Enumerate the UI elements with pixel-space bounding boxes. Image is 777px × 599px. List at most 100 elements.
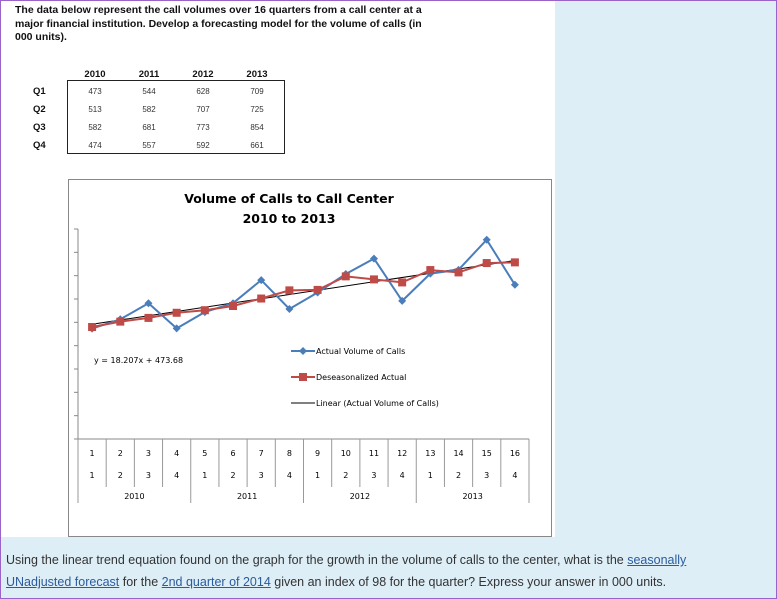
- x-quarter-label: 1: [202, 471, 207, 480]
- chart-subtitle: 2010 to 2013: [243, 211, 336, 226]
- deseasonalized-point: [510, 258, 519, 267]
- table-cell: 582: [88, 123, 102, 132]
- row-label-q3: Q3: [33, 122, 46, 133]
- x-index-label: 13: [425, 449, 435, 458]
- deseasonalized-point: [369, 275, 378, 284]
- x-index-label: 6: [230, 449, 235, 458]
- actual-point: [398, 296, 407, 305]
- deseasonalized-point: [482, 259, 491, 268]
- x-index-label: 15: [482, 449, 492, 458]
- actual-point: [482, 235, 491, 244]
- x-quarter-label: 3: [484, 471, 489, 480]
- table-cell: 854: [250, 123, 264, 132]
- actual-point: [369, 254, 378, 263]
- deseasonalized-series-line: [91, 261, 515, 328]
- x-quarter-label: 4: [400, 471, 405, 480]
- deseasonalized-point: [257, 294, 266, 303]
- intro-text: The data below represent the call volume…: [15, 4, 422, 43]
- x-index-label: 2: [118, 449, 123, 458]
- x-quarter-label: 2: [456, 471, 461, 480]
- table-cell: 474: [88, 141, 102, 150]
- legend-actual-marker: [299, 347, 307, 355]
- table-cell: 628: [196, 87, 210, 96]
- chart-title: Volume of Calls to Call Center: [184, 191, 394, 206]
- table-cell: 725: [250, 105, 264, 114]
- deseasonalized-point: [144, 313, 153, 322]
- x-quarter-label: 4: [287, 471, 292, 480]
- line-chart: Volume of Calls to Call Center 2010 to 20…: [74, 191, 530, 503]
- table-cell: 773: [196, 123, 210, 132]
- x-index-label: 7: [259, 449, 264, 458]
- actual-series-line: [91, 238, 516, 330]
- x-year-label: 2013: [462, 492, 482, 501]
- deseasonalized-point: [116, 317, 125, 326]
- table-cell: 557: [142, 141, 156, 150]
- seasonally-unadjusted-forecast-link[interactable]: seasonally UNadjusted forecast: [6, 553, 687, 589]
- x-index-label: 11: [369, 449, 379, 458]
- x-index-label: 14: [453, 449, 463, 458]
- question-text: Using the linear trend equation found on…: [6, 549, 746, 593]
- deseasonalized-point: [200, 306, 209, 315]
- deseasonalized-point: [88, 323, 97, 331]
- actual-point: [144, 299, 153, 308]
- col-header-2011: 2011: [138, 69, 160, 80]
- x-index-label: 10: [341, 449, 351, 458]
- table-cell: 513: [88, 105, 102, 114]
- x-index-label: 16: [510, 449, 520, 458]
- trend-equation: y = 18.207x + 473.68: [94, 356, 183, 365]
- data-table: 2010 2011 2012 2013 Q1 Q2 Q3 Q4 473 544 …: [1, 1, 301, 161]
- table-cell: 544: [142, 87, 156, 96]
- legend-deseasonalized-marker: [299, 373, 307, 381]
- table-cell: 709: [250, 87, 264, 96]
- deseasonalized-point: [398, 278, 407, 287]
- deseasonalized-point: [285, 286, 294, 295]
- x-index-label: 4: [174, 449, 179, 458]
- actual-point: [285, 305, 294, 314]
- table-border: [67, 80, 285, 154]
- col-header-2013: 2013: [246, 69, 268, 80]
- deseasonalized-point: [454, 268, 463, 277]
- table-cell: 681: [142, 123, 156, 132]
- question-part-1: Using the linear trend equation found on…: [6, 553, 628, 567]
- actual-point: [510, 280, 519, 289]
- x-quarter-label: 2: [230, 471, 235, 480]
- col-header-2010: 2010: [84, 69, 106, 80]
- x-quarter-label: 1: [90, 471, 95, 480]
- x-quarter-label: 2: [343, 471, 348, 480]
- deseasonalized-point: [426, 266, 435, 275]
- row-label-q4: Q4: [33, 140, 46, 151]
- actual-point: [257, 276, 266, 285]
- chart-area: Volume of Calls to Call Center 2010 to 20…: [68, 179, 552, 537]
- x-quarter-label: 4: [174, 471, 179, 480]
- table-cell: 661: [250, 141, 264, 150]
- table-cell: 592: [196, 141, 210, 150]
- col-header-2012: 2012: [192, 69, 214, 80]
- x-quarter-label: 3: [146, 471, 151, 480]
- x-quarter-label: 1: [428, 471, 433, 480]
- legend-deseasonalized-label: Deseasonalized Actual: [316, 373, 406, 382]
- legend-trend-label: Linear (Actual Volume of Calls): [316, 399, 439, 408]
- x-quarter-label: 4: [512, 471, 517, 480]
- problem-image: The data below represent the call volume…: [1, 1, 555, 537]
- table-cell: 473: [88, 87, 102, 96]
- x-index-label: 3: [146, 449, 151, 458]
- deseasonalized-point: [341, 272, 350, 281]
- x-year-label: 2012: [350, 492, 370, 501]
- x-quarter-label: 3: [259, 471, 264, 480]
- x-index-label: 8: [287, 449, 292, 458]
- question-part-2: for the: [119, 575, 162, 589]
- row-label-q2: Q2: [33, 104, 46, 115]
- x-year-label: 2010: [124, 492, 144, 501]
- table-cell: 707: [196, 105, 210, 114]
- deseasonalized-point: [313, 285, 322, 294]
- second-quarter-2014-link[interactable]: 2nd quarter of 2014: [161, 575, 271, 589]
- actual-point: [172, 324, 181, 333]
- x-year-label: 2011: [237, 492, 257, 501]
- x-index-label: 1: [90, 449, 95, 458]
- deseasonalized-point: [172, 308, 181, 317]
- question-part-3: given an index of 98 for the quarter? Ex…: [270, 575, 667, 589]
- x-index-label: 5: [202, 449, 207, 458]
- x-index-label: 12: [397, 449, 407, 458]
- row-label-q1: Q1: [33, 86, 46, 97]
- legend-actual-label: Actual Volume of Calls: [316, 347, 405, 356]
